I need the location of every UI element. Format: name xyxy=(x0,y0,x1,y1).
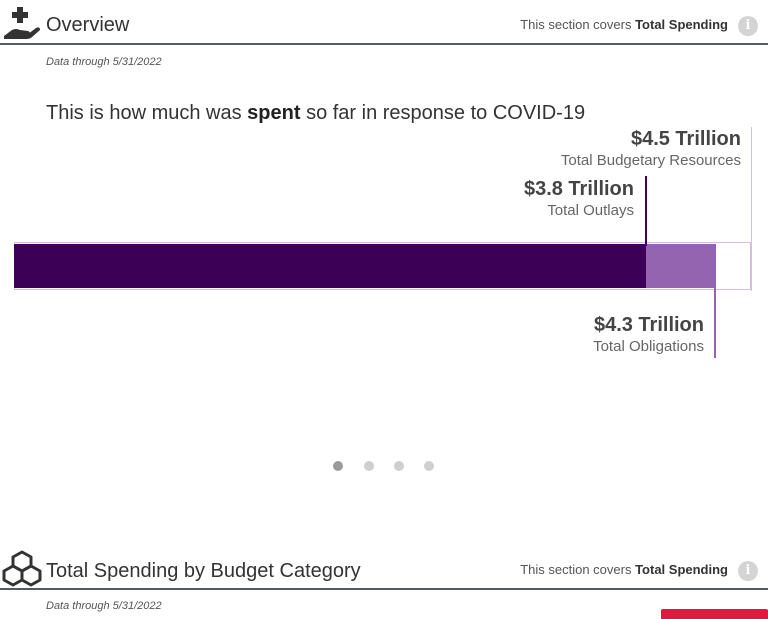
obligations-leader-line xyxy=(714,288,716,358)
info-icon[interactable]: i xyxy=(738,16,758,36)
covers-bold: Total Spending xyxy=(635,562,728,577)
headline-suffix: so far in response to COVID-19 xyxy=(300,102,586,124)
overview-divider xyxy=(0,43,768,45)
outlays-leader-line xyxy=(645,176,647,246)
budget-category-divider xyxy=(0,588,768,590)
info-icon[interactable]: i xyxy=(738,561,758,581)
red-accent-tab[interactable] xyxy=(661,609,768,619)
carousel-dot-2[interactable] xyxy=(364,461,374,471)
resources-label: Total Budgetary Resources xyxy=(560,152,741,169)
carousel-dot-4[interactable] xyxy=(424,461,434,471)
budget-category-header: Total Spending by Budget Category This s… xyxy=(0,545,768,591)
budget-category-covers-text: This section covers Total Spending xyxy=(520,562,728,577)
outlays-amount: $3.8 Trillion xyxy=(523,178,634,200)
overview-headline: This is how much was spent so far in res… xyxy=(46,102,585,125)
resources-leader-line xyxy=(751,127,752,291)
outlays-label: Total Outlays xyxy=(547,202,634,219)
covers-prefix: This section covers xyxy=(520,562,636,577)
outlays-bar[interactable] xyxy=(14,244,646,288)
covers-bold: Total Spending xyxy=(635,17,728,32)
overview-data-through: Data through 5/31/2022 xyxy=(46,56,162,68)
headline-prefix: This is how much was xyxy=(46,102,248,124)
obligations-label: Total Obligations xyxy=(593,338,704,355)
covers-prefix: This section covers xyxy=(520,17,636,32)
overview-header: Overview This section covers Total Spend… xyxy=(0,0,768,46)
headline-bold: spent xyxy=(247,102,301,124)
cubes-icon xyxy=(2,550,42,587)
hand-plus-icon xyxy=(4,7,40,39)
overview-covers-text: This section covers Total Spending xyxy=(520,17,728,32)
overview-title: Overview xyxy=(46,14,130,36)
resources-amount: $4.5 Trillion xyxy=(630,128,741,150)
carousel-dot-1[interactable] xyxy=(333,461,343,471)
carousel-dot-3[interactable] xyxy=(394,461,404,471)
budget-category-data-through: Data through 5/31/2022 xyxy=(46,600,162,612)
obligations-amount: $4.3 Trillion xyxy=(593,314,704,336)
budget-category-title: Total Spending by Budget Category xyxy=(46,560,361,582)
